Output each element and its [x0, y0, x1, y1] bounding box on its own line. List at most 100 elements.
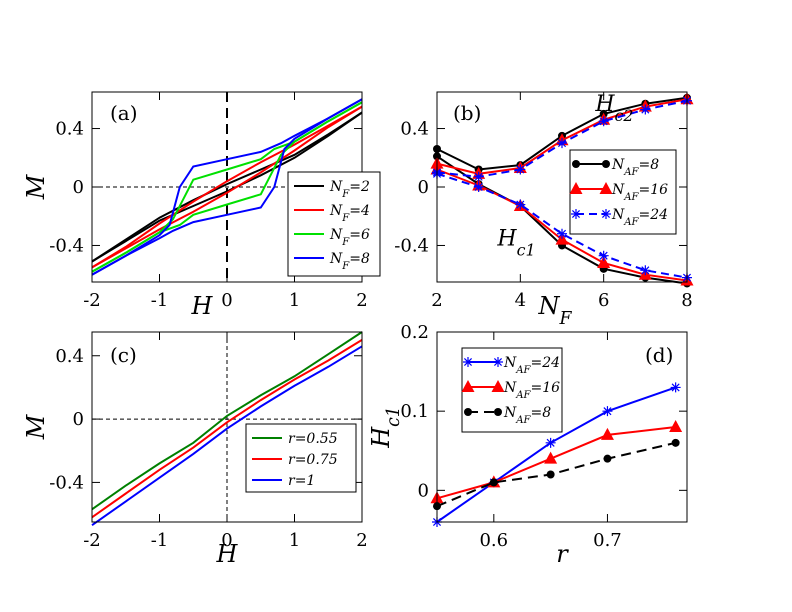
- panel-a: -2 -1 0 1 2 -0.4 0 0.4 H M (a) NF=2 NF=4 NF=6 NF=8: [22, 91, 381, 320]
- x-axis-title: H: [216, 540, 239, 568]
- y-axis-title: Hc1: [367, 406, 404, 449]
- data-point: [671, 438, 680, 447]
- x-tick-label: 2: [431, 290, 442, 311]
- x-tick-label: 0.7: [593, 530, 622, 551]
- y-tick-label: 0.2: [400, 322, 429, 343]
- y-tick-label: 0: [418, 480, 429, 501]
- legend-marker: [461, 380, 475, 392]
- series-N_F=8: [91, 98, 363, 276]
- annotation-c2: Hc2: [594, 92, 633, 125]
- legend-entry: NAF=8: [611, 157, 659, 178]
- legend-marker: [572, 160, 580, 168]
- y-tick-label: 0.1: [400, 401, 429, 422]
- y-tick-label: 0: [73, 409, 84, 430]
- legend: NF=2 NF=4 NF=6 NF=8: [287, 171, 381, 277]
- series-r=0.55: [91, 331, 363, 511]
- panel-b: 2 4 6 8 -0.4 0 0.4 NF (b) Hc2 Hc1 NAF=8 NAF=16 NAF=24: [394, 91, 694, 329]
- data-point-hc2: [640, 104, 651, 115]
- data-point-hc1: [597, 256, 611, 268]
- x-tick-label: 2: [356, 530, 367, 551]
- data-point-hc2: [473, 171, 484, 182]
- y-tick-label: 0.4: [400, 119, 429, 140]
- data-point: [544, 451, 558, 464]
- legend-entry: NF=2: [329, 179, 370, 200]
- series-N_F=4: [91, 105, 363, 269]
- data-point-hc1: [473, 182, 484, 192]
- legend-marker: [599, 182, 613, 194]
- legend: r=0.55 r=0.75 r=1: [245, 423, 357, 493]
- x-tick-label: 0.6: [479, 530, 508, 551]
- x-axis-title: NF: [538, 292, 573, 329]
- legend-entry: NAF=16: [503, 380, 560, 401]
- legend-marker: [569, 182, 583, 194]
- data-point-hc2: [515, 164, 526, 175]
- y-axis-title: M: [22, 173, 50, 200]
- legend: NAF=8 NAF=16 NAF=24: [569, 149, 677, 235]
- legend-entry: NAF=8: [503, 405, 551, 426]
- legend-marker: [463, 357, 473, 367]
- y-tick-label: 0: [418, 177, 429, 198]
- legend-entry: NAF=24: [611, 207, 668, 228]
- data-point: [545, 437, 556, 448]
- data-point: [669, 420, 683, 432]
- panel-d: 0.6 0.7 0 0.1 0.2 r Hc1 (d) NAF=24 NAF=16 NAF=8: [367, 322, 688, 568]
- x-tick-label: 2: [356, 290, 367, 311]
- data-point: [602, 406, 613, 417]
- series-N_AF=8: [433, 438, 680, 511]
- series-r=0.75: [91, 339, 363, 519]
- x-axis-title: H: [191, 292, 214, 320]
- panel-label: (d): [645, 343, 673, 367]
- legend-marker: [491, 380, 505, 392]
- legend-entry: NF=8: [329, 251, 370, 272]
- series-N_F=6: [91, 101, 363, 273]
- legend-marker: [601, 209, 611, 219]
- x-tick-label: -1: [151, 530, 169, 551]
- series-line: [91, 111, 363, 263]
- data-point: [489, 478, 498, 487]
- data-point: [546, 470, 555, 479]
- x-tick-label: 0: [221, 290, 232, 311]
- panel-label: (c): [110, 343, 137, 367]
- panel-label: (b): [453, 101, 481, 125]
- series-line-return-branch: [91, 101, 363, 273]
- legend-entry: r=0.75: [288, 452, 338, 468]
- legend-entry: NAF=16: [611, 182, 668, 203]
- series-line: [91, 339, 363, 519]
- x-tick-label: 0: [221, 530, 232, 551]
- x-tick-label: 1: [289, 530, 300, 551]
- data-point: [670, 382, 681, 393]
- x-tick-label: 6: [598, 290, 609, 311]
- x-tick-label: 8: [681, 290, 692, 311]
- data-point-hc2: [557, 138, 567, 149]
- data-point-hc1: [640, 265, 651, 276]
- x-tick-label: -2: [83, 290, 101, 311]
- legend: NAF=24 NAF=16 NAF=8: [461, 347, 563, 433]
- data-point-hc2: [598, 116, 609, 127]
- panel-label: (a): [110, 101, 138, 125]
- series-line: [91, 345, 363, 527]
- data-point: [600, 427, 614, 440]
- plot-frame: [436, 331, 688, 523]
- series-line-return-branch: [91, 105, 363, 269]
- legend-marker: [464, 408, 472, 416]
- x-axis-title: r: [556, 540, 569, 568]
- series-line: [91, 331, 363, 511]
- legend-marker: [493, 357, 503, 367]
- legend-marker: [602, 160, 610, 168]
- x-tick-label: 1: [289, 290, 300, 311]
- legend-entry: r=0.55: [288, 431, 338, 447]
- data-point-hc1: [557, 228, 567, 239]
- y-tick-label: 0.4: [55, 346, 84, 367]
- annotation-c1: Hc1: [496, 226, 535, 259]
- x-tick-label: -2: [83, 530, 101, 551]
- legend-marker: [494, 408, 502, 416]
- legend-entry: r=1: [288, 473, 315, 489]
- series-N_AF=16: [430, 420, 683, 504]
- series-line-return-branch: [91, 98, 363, 276]
- series-line-return-branch: [91, 111, 363, 263]
- series-N_F=2: [91, 111, 363, 263]
- data-point: [603, 454, 612, 463]
- y-tick-label: 0.4: [55, 119, 84, 140]
- legend-entry: NF=6: [329, 227, 370, 248]
